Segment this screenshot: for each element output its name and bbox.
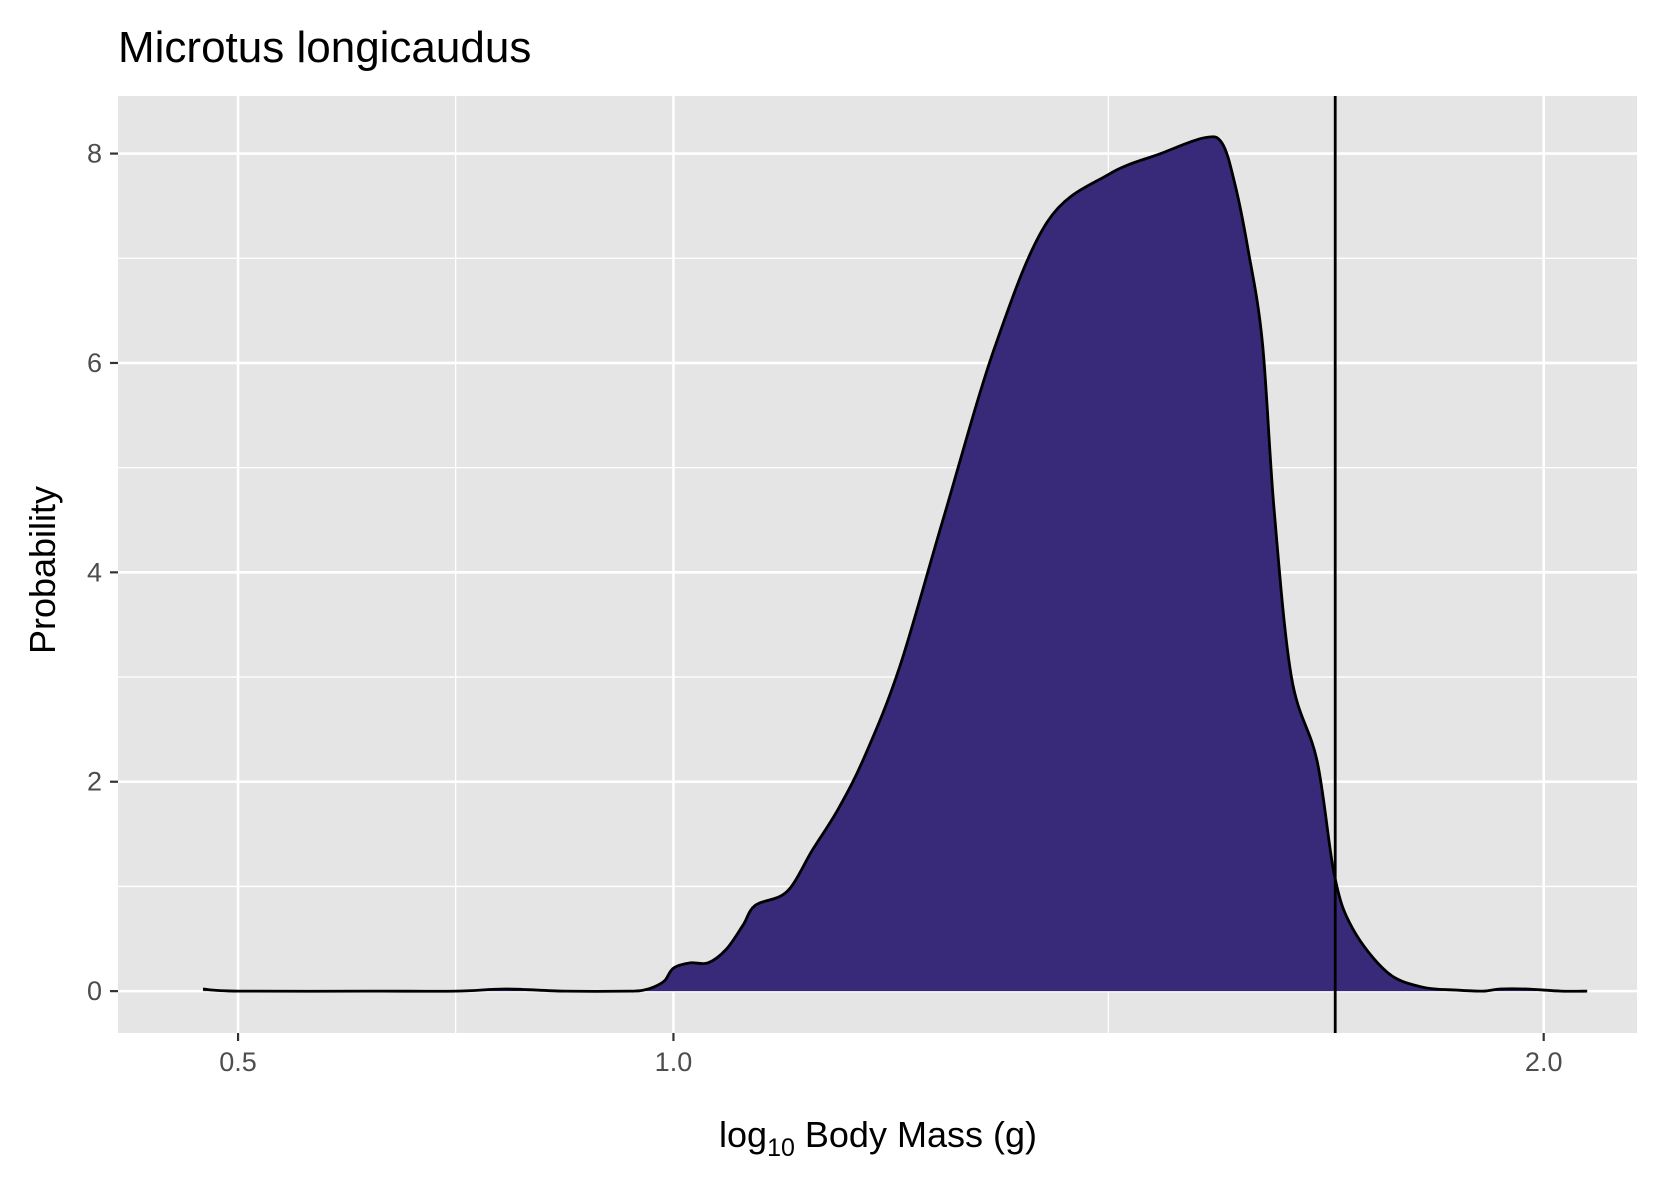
density-outline [202, 135, 1588, 993]
y-axis: 0 2 4 6 8 [87, 139, 118, 1006]
x-tick-label: 2.0 [1525, 1047, 1563, 1077]
y-tick-label: 0 [87, 976, 102, 1006]
x-axis-title-prefix: log [719, 1114, 767, 1155]
x-axis-title-suffix: Body Mass (g) [795, 1114, 1037, 1155]
y-tick-label: 2 [87, 767, 102, 797]
y-axis-title: Probability [22, 486, 63, 654]
y-tick-label: 6 [87, 348, 102, 378]
x-axis-title-subscript: 10 [767, 1134, 795, 1162]
x-tick-label: 0.5 [219, 1047, 257, 1077]
x-tick-label: 1.0 [655, 1047, 693, 1077]
density-area [202, 136, 1588, 992]
x-axis: 0.5 1.0 2.0 [219, 1033, 1562, 1077]
y-tick-label: 4 [87, 557, 102, 587]
y-tick-label: 8 [87, 139, 102, 169]
chart-title: Microtus longicaudus [118, 23, 531, 72]
x-axis-title: log10 Body Mass (g) [719, 1114, 1037, 1162]
